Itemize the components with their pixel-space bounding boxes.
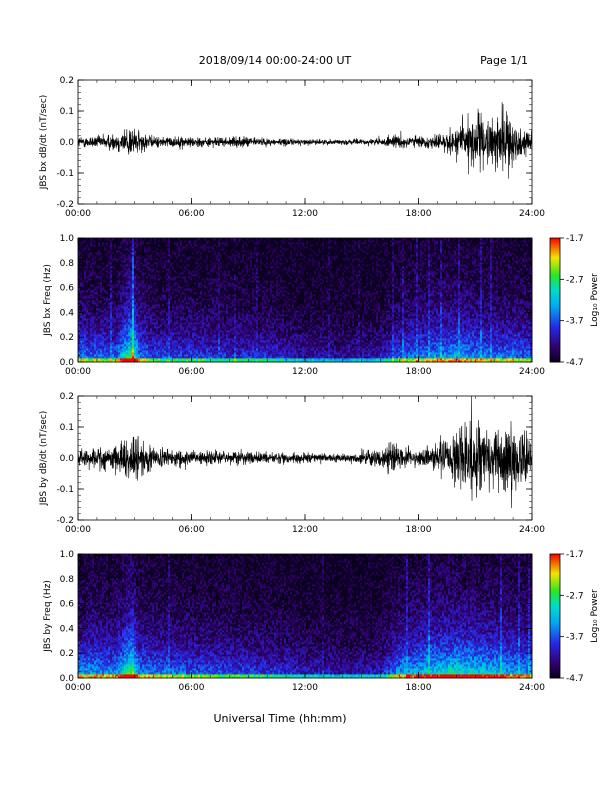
colorbar-tick-label: -2.7 [566, 275, 584, 285]
colorbar-tick-label: -3.7 [566, 317, 584, 327]
by-waveform-panel: -0.2-0.10.00.10.200:00 06:00 12:00 18:00 24:… [39, 392, 545, 535]
x-tick-label: 12:00 [292, 525, 318, 535]
x-tick-label: 18:00 [406, 525, 432, 535]
x-tick-label: 12:00 [292, 683, 318, 693]
bx-spectrogram-panel: 0.00.20.40.60.81.000:00 06:00 12:00 18:00 24… [43, 234, 545, 377]
by-waveform-ylabel: JBS by dB/dt (nT/sec) [39, 411, 49, 507]
colorbar-tick-label: -4.7 [566, 358, 584, 368]
y-tick-label: 1.0 [60, 550, 75, 560]
x-tick-label: 24:00 [519, 209, 545, 219]
y-tick-label: -0.1 [56, 485, 74, 495]
x-tick-label: 00:00 [65, 683, 91, 693]
colorbar-label: Log₁₀ Power [590, 273, 600, 327]
colorbar-tick-label: -2.7 [566, 591, 584, 601]
by-spectrogram-image [78, 554, 532, 678]
y-tick-label: 0.6 [60, 600, 75, 610]
y-tick-label: 1.0 [60, 234, 75, 244]
y-tick-label: 0.4 [60, 308, 75, 318]
x-tick-label: 12:00 [292, 367, 318, 377]
bx-colorbar: -1.7 -2.7 -3.7 -4.7 Log₁₀ Power [550, 234, 600, 368]
x-tick-label: 06:00 [179, 209, 205, 219]
by-spectrogram-ylabel: JBS by Freq (Hz) [43, 580, 53, 653]
figure-title: 2018/09/14 00:00-24:00 UT [199, 54, 352, 67]
y-tick-label: 0.2 [60, 392, 74, 402]
bx-waveform-panel: -0.2-0.10.00.10.200:00 06:00 12:00 18:00 24:… [39, 76, 545, 219]
y-tick-label: 0.8 [60, 575, 75, 585]
x-tick-label: 24:00 [519, 367, 545, 377]
x-tick-label: 00:00 [65, 525, 91, 535]
bx-waveform-ylabel: JBS bx dB/dt (nT/sec) [39, 95, 49, 191]
colorbar-tick-label: -3.7 [566, 633, 584, 643]
page-indicator: Page 1/1 [480, 54, 528, 67]
bx-spectrogram-image [78, 238, 532, 362]
colorbar-label: Log₁₀ Power [590, 589, 600, 643]
y-tick-label: 0.1 [60, 107, 74, 117]
x-tick-label: 06:00 [179, 683, 205, 693]
x-tick-label: 18:00 [406, 683, 432, 693]
y-tick-label: 0.0 [60, 454, 75, 464]
x-tick-label: 18:00 [406, 367, 432, 377]
x-tick-label: 06:00 [179, 367, 205, 377]
y-tick-label: 0.2 [60, 649, 74, 659]
x-axis-label: Universal Time (hh:mm) [214, 712, 347, 725]
colorbar-tick-label: -1.7 [566, 550, 584, 560]
by-waveform-series [78, 396, 532, 508]
x-tick-label: 24:00 [519, 683, 545, 693]
x-tick-label: 18:00 [406, 209, 432, 219]
by-colorbar: -1.7 -2.7 -3.7 -4.7 Log₁₀ Power [550, 550, 600, 684]
y-tick-label: 0.2 [60, 333, 74, 343]
y-tick-label: -0.1 [56, 169, 74, 179]
y-tick-label: 0.6 [60, 284, 75, 294]
x-tick-label: 06:00 [179, 525, 205, 535]
by-spectrogram-panel: 0.00.20.40.60.81.000:00 06:00 12:00 18:00 24… [43, 550, 545, 693]
colorbar-tick-label: -4.7 [566, 674, 584, 684]
x-tick-label: 00:00 [65, 209, 91, 219]
colorbar-tick-label: -1.7 [566, 234, 584, 244]
x-tick-label: 12:00 [292, 209, 318, 219]
y-tick-label: 0.8 [60, 259, 75, 269]
bx-spectrogram-ylabel: JBS bx Freq (Hz) [43, 264, 53, 337]
y-tick-label: 0.1 [60, 423, 74, 433]
y-tick-label: 0.4 [60, 624, 75, 634]
y-tick-label: 0.0 [60, 138, 75, 148]
x-tick-label: 24:00 [519, 525, 545, 535]
y-tick-label: 0.2 [60, 76, 74, 86]
x-tick-label: 00:00 [65, 367, 91, 377]
